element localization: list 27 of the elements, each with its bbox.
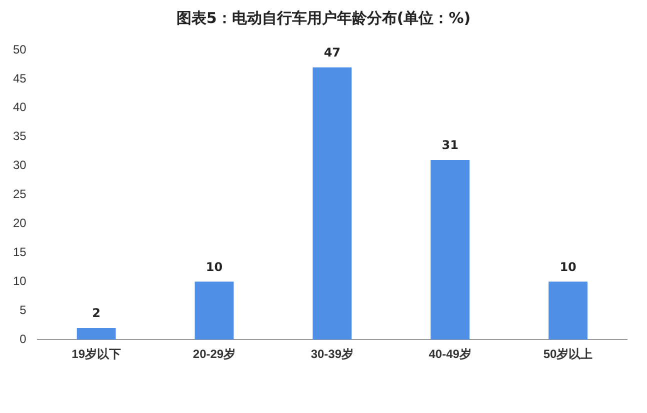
y-tick-label: 20 — [12, 216, 27, 230]
bar — [430, 160, 470, 340]
bar — [312, 67, 352, 340]
bar — [76, 328, 116, 340]
chart-title: 图表5：电动自行车用户年龄分布(单位：%) — [175, 8, 472, 29]
y-tick-label: 10 — [12, 274, 27, 288]
y-tick-label: 25 — [12, 187, 27, 202]
y-tick-label: 0 — [20, 332, 27, 346]
data-label: 31 — [442, 138, 458, 152]
bar — [194, 282, 234, 340]
y-tick-label: 15 — [12, 245, 27, 260]
x-tick-label: 20-29岁 — [192, 347, 236, 362]
x-tick-label: 30-39岁 — [310, 347, 354, 362]
y-tick-label: 30 — [12, 158, 27, 172]
y-tick-label: 5 — [20, 302, 27, 317]
data-label: 2 — [92, 306, 100, 320]
bar — [548, 282, 588, 340]
data-label: 10 — [206, 260, 223, 274]
y-tick-label: 40 — [12, 100, 27, 114]
data-label: 47 — [324, 46, 341, 60]
y-tick-label: 35 — [12, 129, 27, 144]
data-label: 10 — [560, 260, 576, 274]
y-tick-label: 45 — [12, 71, 27, 86]
y-tick-label: 50 — [12, 42, 27, 56]
x-tick-label: 40-49岁 — [428, 347, 472, 362]
x-tick-label: 19岁以下 — [72, 347, 121, 362]
x-tick-label: 50岁以上 — [543, 347, 593, 362]
